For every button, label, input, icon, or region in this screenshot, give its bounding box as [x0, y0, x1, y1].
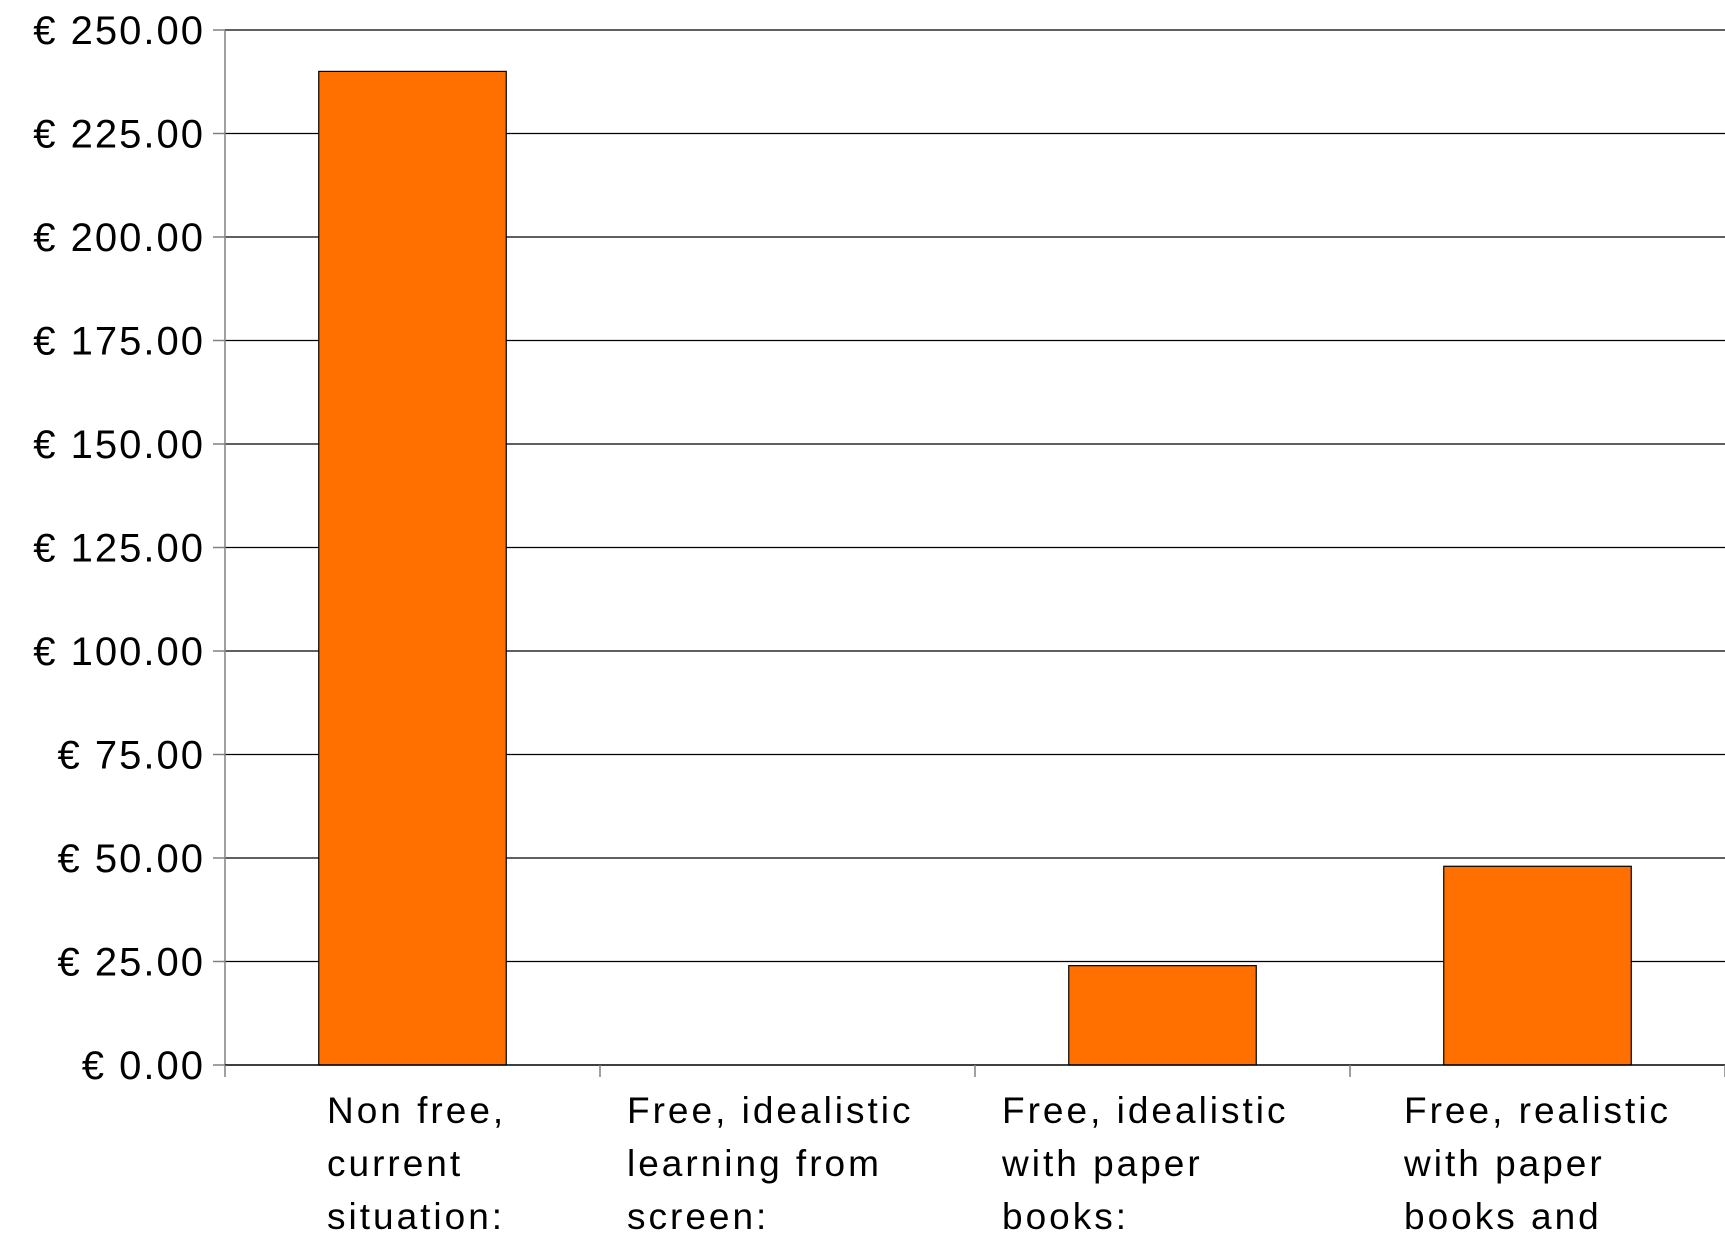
y-tick-label: € 175.00	[33, 320, 205, 364]
x-axis-category-labels: Non free, current situation: Free, idealist…	[327, 1090, 1671, 1234]
x-category-label-line: Non free,	[327, 1090, 506, 1131]
y-axis-tick-labels: € 0.00 € 25.00 € 50.00 € 75.00 € 100.00 € 125…	[33, 9, 205, 1088]
x-category-label-line: books:	[1002, 1196, 1129, 1234]
bar	[1068, 965, 1257, 1066]
bar	[1443, 865, 1632, 1066]
y-tick-label: € 150.00	[33, 423, 205, 467]
y-tick-label: € 25.00	[58, 941, 205, 985]
y-tick-label: € 250.00	[33, 9, 205, 53]
y-tick-label: € 100.00	[33, 630, 205, 674]
x-category-label-line: books and	[1404, 1196, 1602, 1234]
y-tick-label: € 50.00	[58, 837, 205, 881]
y-tick-label: € 200.00	[33, 216, 205, 260]
x-category-label-line: situation:	[327, 1196, 505, 1234]
x-category-label-line: Free, realistic	[1404, 1090, 1671, 1131]
x-category-label-line: Free, idealistic	[1002, 1090, 1289, 1131]
axes	[213, 29, 1725, 1077]
x-category-label-line: with paper	[1001, 1143, 1203, 1184]
bar	[318, 70, 507, 1066]
x-category-label-line: screen:	[627, 1196, 769, 1234]
y-tick-label: € 125.00	[33, 527, 205, 571]
x-category-label-line: current	[327, 1143, 463, 1184]
x-category-label: Free, idealistic with paper books:	[1001, 1090, 1289, 1234]
x-category-label-line: learning from	[627, 1143, 882, 1184]
x-category-label: Non free, current situation:	[327, 1090, 506, 1234]
bars	[318, 70, 1632, 1066]
y-tick-label: € 0.00	[82, 1044, 205, 1088]
x-category-label: Free, idealistic learning from screen:	[627, 1090, 914, 1234]
y-tick-label: € 75.00	[58, 734, 205, 778]
x-category-label: Free, realistic with paper books and	[1403, 1090, 1671, 1234]
y-tick-label: € 225.00	[33, 113, 205, 157]
x-category-label-line: with paper	[1403, 1143, 1605, 1184]
x-category-label-line: Free, idealistic	[627, 1090, 914, 1131]
